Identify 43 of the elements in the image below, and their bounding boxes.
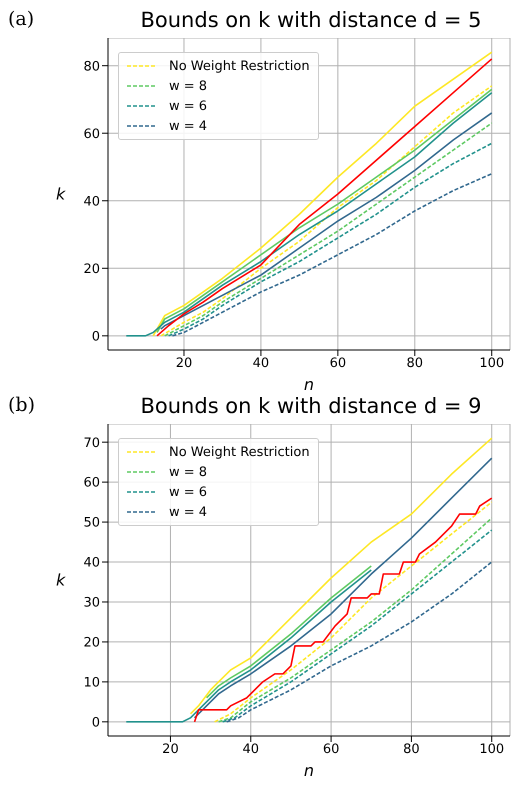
legend-label: No Weight Restriction xyxy=(169,444,310,460)
y-axis-title: k xyxy=(56,184,66,204)
x-tick-label: 80 xyxy=(403,742,420,758)
x-tick-label: 40 xyxy=(242,742,260,758)
y-tick-label: 50 xyxy=(83,516,100,531)
y-tick-label: 0 xyxy=(92,715,100,730)
x-axis-title: n xyxy=(304,761,314,780)
legend-label: w = 8 xyxy=(169,464,208,480)
y-axis-title: k xyxy=(56,570,66,590)
line-series xyxy=(172,172,493,337)
legend-label: w = 6 xyxy=(169,484,208,500)
y-tick-label: 30 xyxy=(83,596,100,611)
x-tick-label: 20 xyxy=(176,356,192,372)
text: (b) xyxy=(8,394,35,416)
y-tick-label: 40 xyxy=(83,194,100,210)
x-tick-label: 100 xyxy=(479,742,504,758)
y-tick-label: 60 xyxy=(83,476,100,491)
text: (a) xyxy=(8,8,34,30)
legend-label: w = 4 xyxy=(169,504,208,520)
y-tick-label: 20 xyxy=(83,636,100,651)
x-tick-label: 60 xyxy=(330,356,346,372)
y-tick-label: 10 xyxy=(83,675,100,690)
y-tick-label: 70 xyxy=(83,436,100,451)
x-axis-title: n xyxy=(304,375,314,394)
legend-label: No Weight Restriction xyxy=(169,58,310,74)
x-tick-label: 60 xyxy=(322,742,340,758)
x-tick-label: 20 xyxy=(162,742,179,758)
y-tick-label: 0 xyxy=(92,329,100,344)
x-tick-label: 40 xyxy=(252,356,270,372)
line-series xyxy=(206,565,372,699)
line-series xyxy=(226,561,493,723)
line-series xyxy=(125,569,372,723)
x-tick-label: 80 xyxy=(406,356,424,372)
y-tick-label: 80 xyxy=(83,59,100,74)
y-tick-label: 20 xyxy=(83,262,100,277)
legend-label: w = 6 xyxy=(169,98,208,114)
legend-label: w = 4 xyxy=(169,118,208,134)
chart-title: Bounds on k with distance d = 5 xyxy=(139,8,482,32)
y-tick-label: 40 xyxy=(83,556,100,571)
y-tick-label: 60 xyxy=(83,126,100,142)
x-tick-label: 100 xyxy=(479,356,504,372)
legend-label: w = 8 xyxy=(169,78,208,94)
chart-title: Bounds on k with distance d = 9 xyxy=(139,394,482,418)
